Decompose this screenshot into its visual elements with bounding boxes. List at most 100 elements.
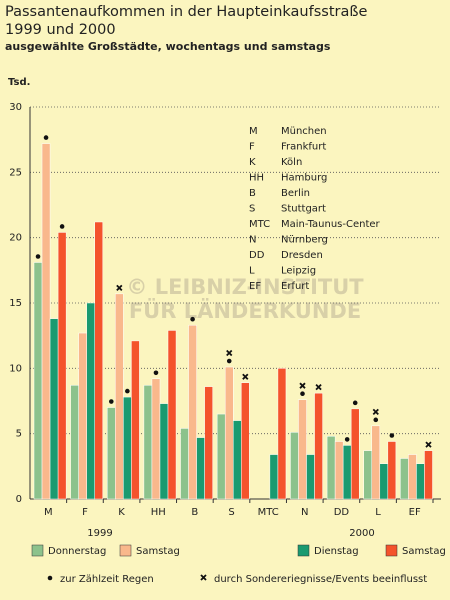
rain-marker — [344, 437, 350, 442]
rain-marker — [190, 316, 195, 322]
group-label: 2000 — [349, 528, 374, 539]
bar — [78, 332, 87, 500]
rain-marker — [373, 417, 379, 423]
event-marker — [372, 408, 379, 415]
bar — [57, 232, 67, 500]
key-abbr: HH — [249, 173, 264, 184]
legend-swatch — [385, 544, 398, 557]
key-abbr: DD — [249, 250, 265, 261]
y-tick-label: 0 — [16, 494, 22, 505]
x-tick-label: F — [82, 507, 88, 518]
key-abbr: MTC — [249, 219, 270, 230]
bar — [326, 436, 336, 500]
legend-label: Samstag — [136, 546, 180, 557]
bar — [159, 403, 169, 500]
bar — [115, 293, 124, 500]
y-tick-label: 5 — [16, 429, 22, 440]
bar — [123, 396, 132, 500]
y-tick-label: 15 — [9, 298, 22, 309]
bar — [306, 454, 315, 500]
key-name: Main-Taunus-Center — [281, 219, 381, 230]
legend-label: Donnerstag — [48, 546, 106, 557]
chart-subtitle: ausgewählte Großstädte, wochentags und s… — [5, 40, 331, 53]
bar — [167, 330, 177, 500]
legend-swatch — [119, 544, 132, 557]
rain-marker — [59, 224, 65, 229]
key-name: Berlin — [281, 188, 310, 199]
event-marker — [116, 284, 123, 291]
rain-marker — [35, 254, 41, 259]
bar — [342, 445, 352, 500]
legend-event-symbol — [200, 574, 207, 581]
bar — [371, 425, 381, 500]
rain-marker — [108, 399, 114, 404]
bar — [33, 262, 43, 500]
key-name: Köln — [281, 157, 302, 168]
x-tick-label: MTC — [258, 507, 279, 518]
x-tick-label: S — [228, 507, 234, 518]
key-name: Hamburg — [281, 173, 327, 184]
legend-label: Samstag — [402, 546, 446, 557]
legend-rain: zur Zählzeit Regen — [60, 574, 154, 585]
key-abbr: S — [249, 204, 255, 215]
event-marker — [299, 382, 306, 389]
x-tick-label: B — [191, 507, 198, 518]
bar — [131, 340, 140, 500]
bar — [416, 463, 425, 500]
group-label: 1999 — [87, 528, 112, 539]
watermark: © LEIBNIZ-INSTITUT — [126, 275, 364, 299]
key-abbr: M — [249, 126, 258, 137]
watermark: FÜR LÄNDERKUNDE — [129, 298, 361, 323]
key-abbr: F — [249, 142, 255, 153]
x-tick-label: N — [301, 507, 308, 518]
y-tick-label: 30 — [9, 102, 22, 113]
key-name: Erfurt — [281, 281, 309, 292]
event-marker — [425, 441, 432, 448]
y-tick-label: 25 — [9, 167, 22, 178]
rain-marker — [300, 391, 305, 396]
y-axis-label: Tsd. — [8, 77, 30, 88]
bar — [41, 143, 51, 500]
bar — [363, 450, 373, 500]
event-marker — [242, 373, 249, 380]
chart-title: Passantenaufkommen in der Haupteinkaufss… — [5, 4, 367, 20]
y-tick-label: 20 — [9, 233, 22, 244]
key-abbr: B — [249, 188, 256, 199]
legend-label: Dienstag — [314, 546, 359, 557]
bar — [94, 221, 104, 500]
bar — [233, 420, 242, 500]
legend-swatch — [297, 544, 310, 557]
key-abbr: K — [249, 157, 256, 168]
bar — [400, 458, 409, 500]
key-abbr: EF — [249, 281, 261, 292]
bar — [204, 386, 213, 500]
bar — [408, 454, 417, 500]
bar — [350, 408, 360, 500]
key-name: Dresden — [281, 250, 323, 261]
bar — [424, 450, 433, 500]
key-name: Frankfurt — [281, 142, 326, 153]
bar — [49, 318, 59, 500]
y-tick-label: 10 — [9, 363, 22, 374]
key-name: Stuttgart — [281, 204, 326, 215]
bar — [298, 399, 307, 500]
x-tick-label: K — [118, 507, 125, 518]
key-name: Nürnberg — [281, 235, 328, 246]
key-abbr: L — [249, 266, 255, 277]
bar — [334, 441, 344, 500]
bar — [387, 441, 397, 500]
x-tick-label: L — [375, 507, 381, 518]
event-marker — [226, 349, 233, 357]
bar — [241, 382, 250, 500]
rain-marker — [125, 388, 130, 394]
key-name: München — [281, 126, 327, 137]
legend-rain-symbol — [47, 575, 53, 581]
bar — [70, 385, 79, 500]
x-tick-label: M — [44, 507, 53, 518]
chart-title: 1999 und 2000 — [5, 22, 116, 38]
key-abbr: N — [249, 235, 256, 246]
bar — [196, 437, 205, 500]
x-tick-label: DD — [334, 507, 350, 518]
bar — [379, 463, 389, 500]
bar — [188, 324, 197, 500]
